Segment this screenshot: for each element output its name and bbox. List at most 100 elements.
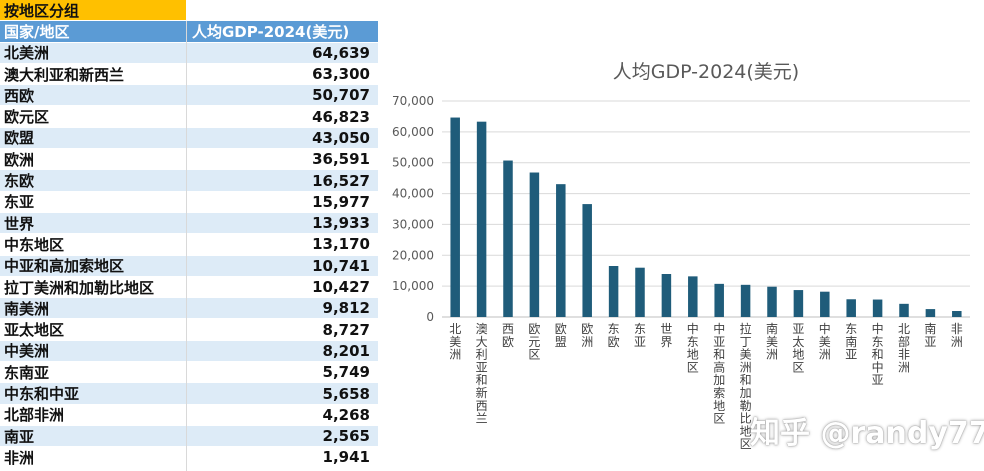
region-cell[interactable]: 中东和中亚 <box>4 385 80 404</box>
column-divider <box>186 21 187 471</box>
x-tick-label: 欧元区 <box>528 322 540 362</box>
region-cell[interactable]: 东南亚 <box>4 363 50 382</box>
region-cell[interactable]: 拉丁美洲和加勒比地区 <box>4 278 155 297</box>
y-tick-label: 0 <box>426 310 434 324</box>
table-row: 南美洲 9,812 <box>0 298 378 320</box>
x-tick-label: 中亚和高加索地区 <box>713 321 725 426</box>
table-row: 东亚 15,977 <box>0 191 378 213</box>
bar <box>872 299 883 317</box>
gdp-cell[interactable]: 8,727 <box>322 320 370 339</box>
watermark-text: 知乎 @randy77 <box>750 416 984 451</box>
gdp-cell[interactable]: 8,201 <box>322 341 370 360</box>
table-row: 东欧 16,527 <box>0 170 378 192</box>
bar <box>556 184 566 317</box>
gdp-cell[interactable]: 15,977 <box>312 192 370 211</box>
gdp-cell[interactable]: 9,812 <box>322 299 370 318</box>
x-tick-label: 东欧 <box>608 322 620 349</box>
y-tick-label: 30,000 <box>392 217 434 231</box>
bar <box>476 121 487 317</box>
x-tick-label: 东南亚 <box>845 322 857 362</box>
gdp-cell[interactable]: 50,707 <box>312 86 370 105</box>
gdp-cell[interactable]: 10,427 <box>312 278 370 297</box>
x-tick-label: 南亚 <box>924 321 936 349</box>
gdp-cell[interactable]: 1,941 <box>322 448 370 467</box>
y-tick-label: 50,000 <box>392 156 434 170</box>
region-cell[interactable]: 南亚 <box>4 427 35 446</box>
region-cell[interactable]: 欧洲 <box>4 150 35 169</box>
table-row: 西欧 50,707 <box>0 85 378 107</box>
x-tick-label: 中东地区 <box>687 321 699 374</box>
bar <box>582 204 592 317</box>
bar <box>793 290 804 317</box>
table-row: 北部非洲 4,268 <box>0 404 378 426</box>
table-row: 非洲 1,941 <box>0 447 378 469</box>
bar-chart-svg: 人均GDP-2024(美元) 0 10,000 20,000 30,000 40,000 5… <box>392 61 970 451</box>
header-region[interactable]: 国家/地区 <box>4 22 70 41</box>
bar <box>846 299 856 317</box>
bar <box>503 160 513 317</box>
table-row: 中美洲 8,201 <box>0 340 378 363</box>
gdp-cell[interactable]: 10,741 <box>312 256 370 275</box>
header-gdp[interactable]: 人均GDP-2024(美元) <box>192 22 350 41</box>
region-cell[interactable]: 非洲 <box>4 448 35 467</box>
gdp-cell[interactable]: 16,527 <box>312 171 370 190</box>
table-row: 欧元区 46,823 <box>0 106 378 128</box>
bar <box>925 309 936 317</box>
chart-title: 人均GDP-2024(美元) <box>613 61 799 83</box>
x-tick-label: 非洲 <box>951 322 963 349</box>
region-cell[interactable]: 南美洲 <box>4 299 50 318</box>
bar <box>635 267 645 317</box>
region-cell[interactable]: 东欧 <box>4 172 35 191</box>
region-cell[interactable]: 北部非洲 <box>4 406 65 425</box>
table-row: 南亚 2,565 <box>0 426 378 448</box>
bar-chart: 人均GDP-2024(美元) 0 10,000 20,000 30,000 40,000 5… <box>378 0 984 471</box>
gdp-cell[interactable]: 46,823 <box>312 107 370 126</box>
region-cell[interactable]: 世界 <box>4 214 35 233</box>
region-cell[interactable]: 西欧 <box>4 86 35 105</box>
bar <box>608 266 619 317</box>
region-cell[interactable]: 欧元区 <box>4 108 50 127</box>
region-cell[interactable]: 中东地区 <box>4 235 65 254</box>
region-cell[interactable]: 澳大利亚和新西兰 <box>4 65 125 84</box>
table-row: 欧洲 36,591 <box>0 149 378 171</box>
table-row: 澳大利亚和新西兰 63,300 <box>0 63 378 86</box>
x-tick-label: 拉丁美洲和加勒比地区 <box>740 321 752 451</box>
x-tick-label: 东亚 <box>634 322 646 349</box>
x-tick-label: 中美洲 <box>819 321 831 362</box>
table-title[interactable]: 按地区分组 <box>0 0 186 21</box>
gdp-cell[interactable]: 5,658 <box>322 384 370 403</box>
bar <box>820 291 830 317</box>
gdp-cell[interactable]: 13,170 <box>312 235 370 254</box>
region-cell[interactable]: 中美洲 <box>4 342 50 361</box>
table-row: 中东和中亚 5,658 <box>0 383 378 405</box>
gdp-cell[interactable]: 64,639 <box>312 43 370 62</box>
bar <box>952 311 962 317</box>
region-cell[interactable]: 东亚 <box>4 193 35 212</box>
y-tick-label: 10,000 <box>392 279 434 293</box>
region-cell[interactable]: 欧盟 <box>4 129 35 148</box>
table-row: 中亚和高加索地区 10,741 <box>0 255 378 277</box>
gdp-cell[interactable]: 43,050 <box>312 128 370 147</box>
gdp-cell[interactable]: 4,268 <box>322 405 370 424</box>
table-title-row: 按地区分组 <box>0 0 378 22</box>
gdp-cell[interactable]: 2,565 <box>322 427 370 446</box>
table-row: 世界 13,933 <box>0 213 378 235</box>
gdp-cell[interactable]: 36,591 <box>312 150 370 169</box>
gdp-cell[interactable]: 5,749 <box>322 363 370 382</box>
x-tick-label: 澳大利亚和新西兰 <box>476 322 488 426</box>
gdp-cell[interactable]: 63,300 <box>312 65 370 84</box>
bar <box>529 172 540 317</box>
table-row: 中东地区 13,170 <box>0 234 378 256</box>
bar <box>688 276 698 317</box>
region-cell[interactable]: 中亚和高加索地区 <box>4 257 125 276</box>
gdp-cell[interactable]: 13,933 <box>312 214 370 233</box>
bar <box>767 286 777 317</box>
x-tick-label: 北部非洲 <box>898 322 910 374</box>
table-row: 北美洲 64,639 <box>0 42 378 64</box>
y-tick-label: 20,000 <box>392 248 434 262</box>
bar <box>899 303 909 317</box>
region-cell[interactable]: 北美洲 <box>4 44 50 63</box>
x-tick-label: 亚太地区 <box>792 322 804 374</box>
table-row: 拉丁美洲和加勒比地区 10,427 <box>0 276 378 299</box>
region-cell[interactable]: 亚太地区 <box>4 321 65 340</box>
